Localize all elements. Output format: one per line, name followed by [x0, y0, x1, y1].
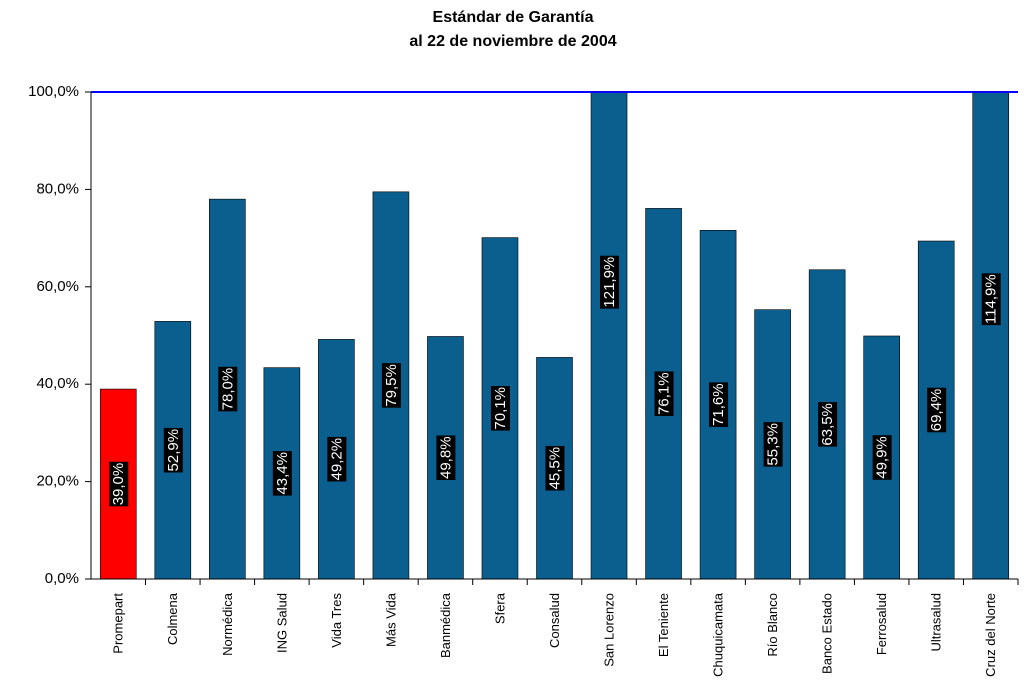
value-label-text: 63,5% — [819, 403, 836, 446]
plot-area — [99, 92, 1010, 580]
value-label-text: 121,9% — [601, 257, 618, 308]
x-tick-label: Colmena — [165, 592, 180, 645]
x-tick-label: Cruz del Norte — [983, 593, 998, 677]
x-tick-label: Río Blanco — [765, 593, 780, 657]
value-label-bg — [381, 363, 401, 408]
value-label: 114,9% — [981, 273, 1001, 326]
value-label-text: 49,8% — [437, 436, 454, 479]
chart-title: Estándar de Garantía — [433, 9, 594, 26]
value-label-text: 55,3% — [765, 423, 782, 466]
value-label: 71,6% — [709, 382, 729, 427]
value-label-bg — [872, 435, 892, 480]
x-tick-label: Promepart — [111, 593, 126, 654]
value-label-text: 114,9% — [983, 274, 1000, 324]
value-label-bg — [654, 371, 674, 416]
y-tick-label: 40,0% — [36, 375, 79, 392]
x-tick-label: Vida Tres — [329, 593, 344, 648]
y-tick-label: 80,0% — [36, 180, 79, 197]
value-label: 78,0% — [218, 366, 238, 412]
value-label-text: 43,4% — [274, 452, 291, 495]
bar — [590, 92, 628, 580]
x-tick-label: San Lorenzo — [601, 593, 616, 667]
value-label-bg — [818, 402, 838, 447]
value-label: 52,9% — [163, 427, 183, 473]
y-tick-label: 60,0% — [36, 278, 79, 295]
value-label-text: 39,0% — [110, 463, 127, 506]
value-label-text: 76,1% — [656, 372, 673, 415]
value-label: 79,5% — [381, 363, 401, 408]
chart-subtitle: al 22 de noviembre de 2004 — [409, 33, 616, 50]
value-label-bg — [163, 427, 183, 473]
x-tick-label: Banco Estado — [820, 593, 835, 674]
value-label-text: 78,0% — [219, 368, 236, 411]
value-label-bg — [490, 386, 510, 431]
value-label: 70,1% — [490, 386, 510, 431]
x-tick-label: Banmédica — [438, 592, 453, 658]
value-label-text: 79,5% — [383, 364, 400, 407]
x-tick-label: Normédica — [220, 592, 235, 656]
y-tick-label: 0,0% — [45, 570, 79, 587]
value-label-bg — [763, 422, 783, 467]
x-tick-label: El Teniente — [656, 593, 671, 657]
bar — [972, 92, 1010, 580]
x-tick-label: Ultrasalud — [929, 593, 944, 652]
value-label-bg — [218, 366, 238, 412]
value-label: 39,0% — [109, 461, 129, 507]
value-label-bg — [927, 387, 947, 433]
value-labels: 39,0% 52,9% 78,0% 43,4% 49,2% 79,5% 49,8% 70,1%… — [109, 255, 1001, 507]
value-label-text: 52,9% — [165, 429, 182, 472]
value-label-text: 71,6% — [710, 383, 727, 426]
value-label-text: 45,5% — [546, 447, 563, 490]
value-label-text: 70,1% — [492, 387, 509, 430]
x-tick-label: Consalud — [547, 593, 562, 648]
value-label: 76,1% — [654, 371, 674, 416]
value-label: 49,8% — [436, 435, 456, 481]
x-tick-label: Más Vida — [383, 592, 398, 647]
value-label-text: 49,2% — [328, 438, 345, 481]
value-label: 49,2% — [327, 436, 347, 482]
value-label-bg — [709, 382, 729, 427]
y-tick-label: 20,0% — [36, 473, 79, 490]
value-label: 43,4% — [272, 451, 292, 496]
value-label-text: 49,9% — [874, 436, 891, 479]
value-label: 121,9% — [599, 255, 619, 309]
value-label-bg — [545, 445, 565, 491]
x-tick-label: ING Salud — [274, 593, 289, 653]
value-label-bg — [436, 435, 456, 481]
value-label-bg — [327, 436, 347, 482]
value-label-bg — [599, 255, 619, 309]
value-label: 69,4% — [927, 387, 947, 433]
value-label: 45,5% — [545, 445, 565, 491]
value-label-text: 69,4% — [928, 389, 945, 432]
x-tick-label: Sfera — [492, 592, 507, 624]
y-tick-label: 100,0% — [28, 83, 79, 100]
value-label: 49,9% — [872, 435, 892, 480]
x-tick-label: Chuquicamata — [711, 592, 726, 677]
value-label-bg — [109, 461, 129, 507]
value-label-bg — [981, 273, 1001, 326]
x-tick-label: Ferrosalud — [874, 593, 889, 655]
value-label: 55,3% — [763, 422, 783, 467]
value-label-bg — [272, 451, 292, 496]
value-label: 63,5% — [818, 402, 838, 447]
